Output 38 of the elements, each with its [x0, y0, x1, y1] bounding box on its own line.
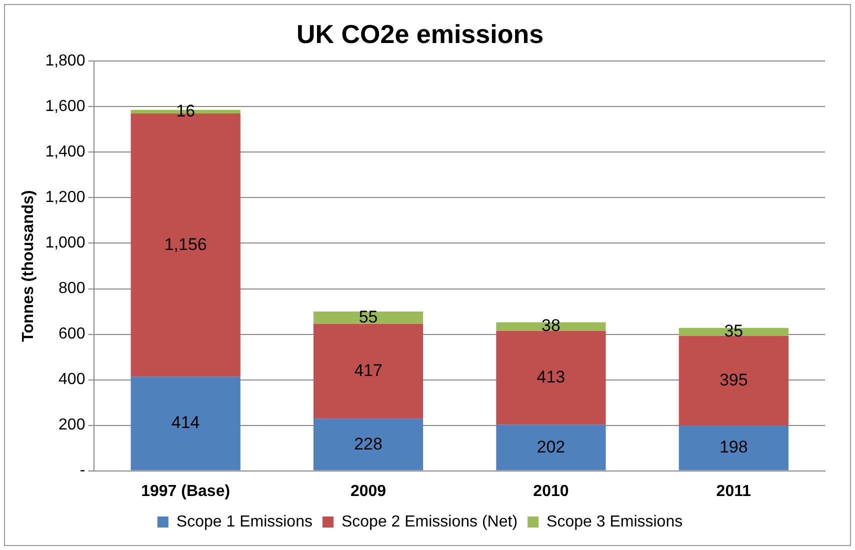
legend-label: Scope 1 Emissions [176, 513, 312, 530]
x-tick-label: 2009 [350, 482, 386, 500]
y-tick-label: 1,800 [45, 52, 86, 70]
y-tick-label: 800 [58, 280, 86, 298]
bar [496, 330, 606, 425]
data-label: 38 [542, 316, 560, 336]
y-tick-label: 1,200 [45, 189, 86, 206]
y-tick-label: 1,400 [45, 144, 86, 161]
data-label: 202 [536, 437, 566, 456]
legend-label: Scope 3 Emissions [546, 513, 683, 530]
bar [130, 376, 240, 470]
y-tick-label: 400 [58, 371, 86, 388]
x-tick-label: 2010 [533, 482, 569, 500]
bar [313, 418, 424, 470]
data-label: 414 [171, 413, 200, 432]
bar [496, 424, 606, 470]
y-tick-label: 200 [58, 416, 86, 434]
data-label: 228 [354, 434, 382, 454]
x-tick-label: 1997 (Base) [141, 482, 230, 500]
legend-label: Scope 2 Emissions (Net) [341, 513, 518, 530]
bar [678, 336, 788, 426]
y-tick-label: 1,600 [45, 98, 86, 116]
chart-title: UK CO2e emissions [296, 18, 544, 49]
bar [313, 312, 424, 324]
data-label: 1,156 [164, 234, 207, 254]
data-label: 16 [176, 101, 196, 120]
bar [313, 324, 424, 419]
y-axis-title: Tonnes (thousands) [20, 190, 38, 342]
x-tick-label: 2011 [716, 482, 752, 500]
data-label: 417 [354, 361, 382, 380]
data-label: 395 [719, 370, 748, 390]
y-tick-label: 600 [58, 326, 86, 343]
bar [678, 426, 788, 470]
data-label: 413 [536, 368, 566, 387]
y-tick-label: 1,000 [45, 234, 86, 252]
data-label: 55 [358, 307, 378, 326]
data-label: 198 [719, 438, 748, 457]
y-tick-label: - [80, 462, 86, 480]
